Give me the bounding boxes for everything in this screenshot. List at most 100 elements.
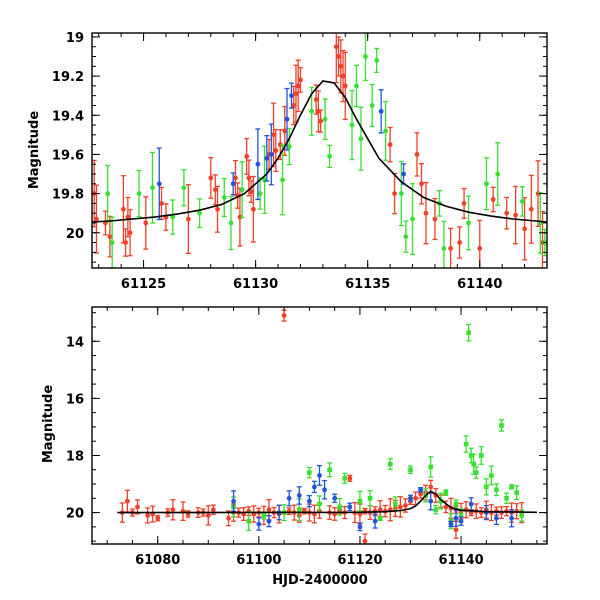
red-data-point <box>248 189 254 195</box>
x-tick-label: 61100 <box>236 553 281 568</box>
blue-data-point <box>230 181 236 187</box>
green-data-point <box>410 216 415 222</box>
red-data-point <box>123 240 129 245</box>
y-tick-label: 19 <box>66 31 84 46</box>
red-data-point <box>387 142 393 148</box>
green-data-point <box>369 103 375 108</box>
x-tick-label: 61135 <box>345 277 390 292</box>
green-data-point <box>484 484 489 490</box>
red-data-point <box>461 200 467 206</box>
green-data-point <box>317 501 322 507</box>
red-data-point <box>342 83 348 89</box>
x-tick-label: 61080 <box>135 553 180 568</box>
green-data-point <box>438 498 444 504</box>
green-data-point <box>458 513 464 518</box>
y-tick-label: 16 <box>66 392 84 407</box>
model-curve <box>92 80 547 223</box>
green-data-point <box>403 234 409 240</box>
green-data-point <box>349 122 355 128</box>
red-data-point <box>135 504 140 510</box>
green-data-point <box>393 501 398 507</box>
green-data-point <box>354 83 359 89</box>
green-data-point <box>504 496 509 501</box>
red-data-point <box>338 63 344 69</box>
blue-data-point <box>284 116 290 122</box>
green-data-point <box>374 58 380 63</box>
blue-data-point <box>378 108 384 114</box>
blue-data-point <box>322 487 327 493</box>
top-ticks: 61125 61130 61135 61140 19 19.2 19.4 19.6 19.8 20 <box>52 31 548 292</box>
red-data-point <box>377 507 383 513</box>
blue-data-point <box>448 521 454 527</box>
red-data-point <box>333 44 339 50</box>
green-data-point <box>519 199 525 204</box>
x-tick-label: 61125 <box>121 277 166 292</box>
red-data-point <box>318 118 324 124</box>
red-data-point <box>125 214 131 220</box>
blue-data-point <box>418 487 424 493</box>
red-data-point <box>432 216 438 222</box>
y-tick-label: 18 <box>66 449 84 464</box>
green-data-point <box>337 504 343 510</box>
red-data-point <box>457 240 462 245</box>
red-data-point <box>208 175 214 181</box>
x-tick-label: 61140 <box>457 277 502 292</box>
green-data-point <box>495 171 501 177</box>
red-data-point <box>282 128 288 134</box>
green-data-point <box>105 191 111 196</box>
green-data-point <box>109 240 115 245</box>
blue-data-point <box>264 155 270 161</box>
green-data-point <box>367 496 373 501</box>
blue-data-point <box>312 484 317 490</box>
green-data-point <box>433 507 439 513</box>
green-data-point <box>466 220 471 226</box>
blue-data-point <box>357 524 363 530</box>
green-data-point <box>466 330 471 335</box>
red-data-point <box>293 91 299 97</box>
green-data-point <box>383 128 389 134</box>
blue-data-point <box>317 473 322 478</box>
red-data-point <box>428 484 434 490</box>
blue-data-point <box>266 518 272 524</box>
red-data-point <box>453 527 459 533</box>
green-data-point <box>342 476 348 481</box>
y-tick-label: 19.2 <box>52 70 84 85</box>
blue-data-point <box>401 171 406 177</box>
red-data-point <box>210 507 216 513</box>
green-data-point <box>309 108 315 114</box>
top-plot-frame <box>91 32 548 269</box>
green-data-point <box>307 470 312 475</box>
red-data-point <box>266 507 272 513</box>
green-data-point <box>136 191 142 196</box>
green-data-point <box>358 136 364 142</box>
green-data-point <box>514 490 519 495</box>
bottom-y-axis-label: Magnitude <box>41 385 56 464</box>
green-data-point <box>280 177 285 183</box>
red-data-point <box>490 197 496 202</box>
green-data-point <box>387 461 393 467</box>
y-tick-label: 20 <box>66 227 84 242</box>
green-data-point <box>463 441 469 447</box>
y-tick-label: 20 <box>66 507 84 522</box>
y-tick-label: 14 <box>66 335 84 350</box>
green-data-point <box>499 423 504 428</box>
red-data-point <box>233 175 238 181</box>
red-data-point <box>212 187 218 193</box>
red-data-point <box>392 191 397 196</box>
blue-data-point <box>332 495 338 501</box>
red-data-point <box>403 503 408 508</box>
green-data-point <box>489 473 494 478</box>
red-data-point <box>159 200 164 206</box>
green-data-point <box>150 185 155 191</box>
red-data-point <box>120 206 126 212</box>
bottom-data-marks <box>117 309 537 544</box>
red-data-point <box>127 230 133 236</box>
blue-data-point <box>458 518 464 524</box>
red-data-point <box>443 504 449 510</box>
red-data-point <box>94 216 99 222</box>
green-data-point <box>221 195 227 200</box>
red-data-point <box>477 246 483 251</box>
red-data-point <box>522 226 527 232</box>
blue-data-point <box>286 495 292 501</box>
x-tick-label: 61120 <box>337 553 382 568</box>
